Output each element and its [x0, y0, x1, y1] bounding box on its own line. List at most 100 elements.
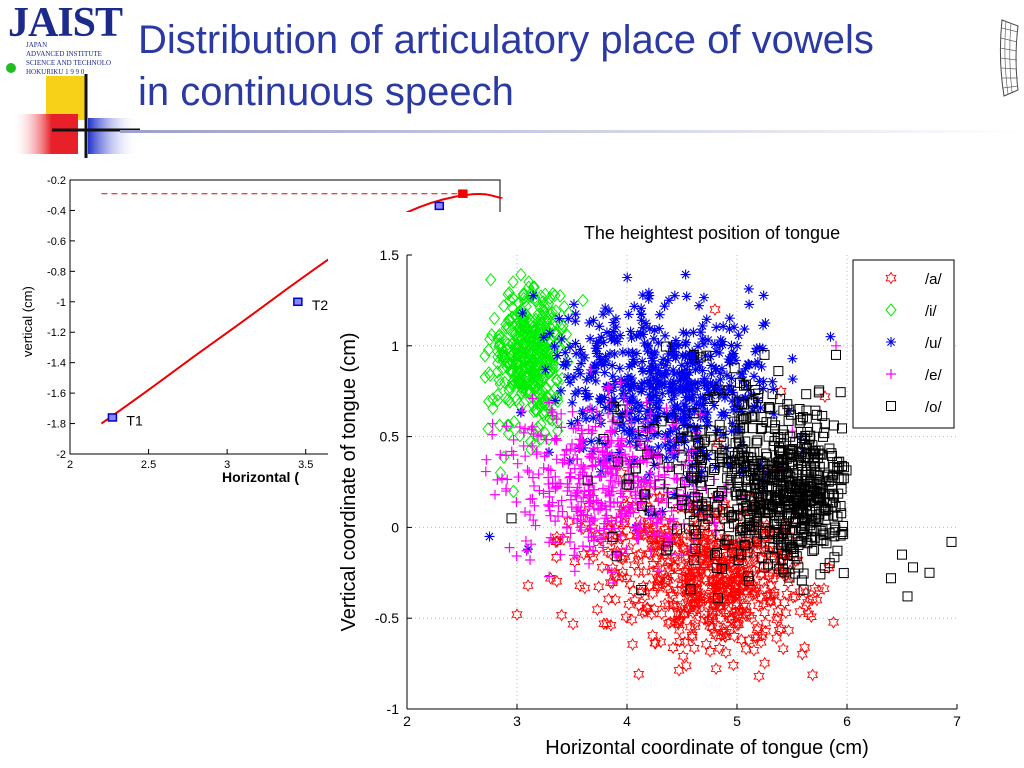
point-o — [817, 488, 828, 499]
point-u — [607, 371, 618, 382]
point-i — [496, 349, 508, 363]
point-o — [691, 529, 702, 540]
chart1-y-tick-label: -2 — [56, 449, 66, 461]
point-o — [902, 591, 913, 602]
point-u — [667, 409, 678, 420]
point-e — [608, 577, 619, 588]
point-u — [523, 544, 533, 555]
point-o — [746, 491, 757, 502]
point-a — [752, 621, 764, 634]
point-u — [680, 351, 691, 362]
point-o — [774, 512, 785, 523]
point-u — [674, 375, 685, 386]
point-u — [644, 389, 655, 400]
point-e — [623, 476, 634, 487]
point-o — [784, 540, 795, 551]
point-u — [651, 397, 662, 408]
point-u — [484, 531, 495, 542]
point-u — [653, 441, 664, 452]
point-e — [541, 434, 552, 445]
point-a — [652, 573, 664, 587]
point-a — [633, 667, 645, 681]
point-u — [622, 371, 633, 382]
point-u — [543, 447, 554, 458]
point-a — [686, 630, 698, 644]
point-o — [778, 405, 789, 416]
point-e — [557, 457, 568, 468]
point-i — [514, 316, 527, 331]
point-u — [641, 318, 652, 329]
point-o — [732, 448, 743, 459]
point-e — [559, 455, 570, 466]
point-u — [627, 347, 638, 358]
point-e — [633, 503, 644, 514]
point-u — [687, 351, 698, 362]
point-o — [826, 450, 837, 461]
point-u — [637, 384, 648, 395]
point-u — [600, 355, 611, 366]
point-u — [681, 379, 692, 390]
point-o — [758, 562, 769, 573]
point-o — [836, 508, 847, 519]
point-i — [514, 364, 526, 378]
point-u — [653, 403, 664, 414]
point-o — [690, 543, 701, 554]
point-u — [625, 395, 636, 406]
point-u — [606, 330, 617, 341]
point-u — [662, 355, 673, 366]
point-u — [750, 359, 761, 370]
point-e — [566, 494, 577, 505]
point-e — [583, 485, 594, 496]
point-e — [506, 446, 517, 457]
point-e — [667, 419, 678, 430]
point-e — [638, 477, 649, 488]
point-o — [800, 470, 811, 481]
chart1-point-marker — [458, 189, 468, 198]
point-o — [638, 426, 649, 437]
point-u — [629, 357, 640, 368]
point-e — [517, 406, 528, 417]
chart1-x-tick-label: 2 — [67, 459, 73, 471]
point-o — [722, 473, 733, 484]
point-i — [555, 317, 567, 331]
point-e — [545, 465, 556, 476]
point-a — [647, 564, 659, 578]
point-u — [732, 340, 743, 351]
point-a — [623, 598, 635, 611]
point-u — [568, 299, 579, 310]
point-e — [543, 464, 554, 475]
point-e — [588, 443, 599, 454]
point-e — [579, 486, 590, 497]
point-o — [797, 412, 808, 423]
point-u — [591, 360, 602, 371]
point-o — [742, 505, 753, 516]
point-o — [697, 471, 708, 482]
point-a — [666, 588, 679, 602]
point-o — [607, 532, 618, 543]
point-i — [510, 351, 522, 365]
point-u — [689, 350, 700, 361]
point-a — [777, 642, 789, 656]
point-i — [525, 442, 537, 457]
point-u — [609, 335, 620, 346]
point-e — [577, 428, 588, 439]
point-u — [702, 449, 713, 460]
point-o — [779, 521, 790, 532]
point-o — [770, 493, 781, 504]
logo-green-dot — [6, 63, 16, 73]
point-o — [775, 394, 786, 405]
point-u — [684, 394, 695, 405]
point-u — [675, 380, 686, 391]
point-u — [739, 393, 750, 404]
point-e — [652, 517, 663, 528]
point-a — [672, 553, 684, 567]
point-i — [486, 328, 498, 342]
point-o — [726, 512, 737, 523]
point-u — [744, 359, 755, 370]
point-o — [733, 432, 744, 443]
point-u — [732, 424, 743, 435]
point-u — [681, 328, 692, 339]
point-u — [590, 367, 601, 378]
point-i — [577, 293, 589, 308]
point-e — [831, 340, 841, 351]
